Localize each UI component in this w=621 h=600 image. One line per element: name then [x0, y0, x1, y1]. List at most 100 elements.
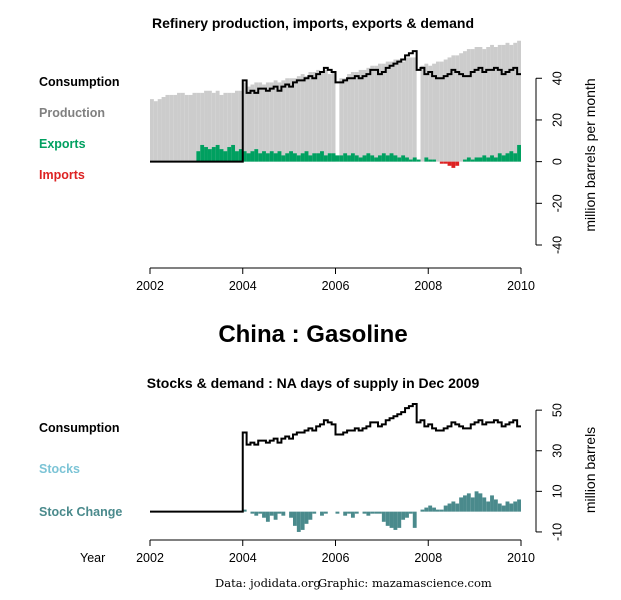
production-bar [200, 92, 205, 162]
production-bar [381, 63, 386, 162]
stock-change-bar [497, 503, 502, 512]
y-tick-label: 10 [550, 484, 564, 498]
export-bar [246, 153, 251, 162]
production-bar [165, 94, 170, 162]
production-bar [517, 40, 521, 162]
production-bar [370, 65, 375, 162]
production-bar [296, 76, 301, 162]
export-bar [219, 149, 224, 162]
production-bar [459, 53, 464, 162]
export-bar [300, 153, 305, 162]
production-bar [223, 92, 228, 162]
legend-imports: Imports [39, 168, 85, 182]
production-bar [246, 86, 251, 162]
export-bar [478, 157, 483, 162]
stock-change-bar [466, 493, 471, 512]
export-bar [385, 155, 390, 162]
production-bar [281, 80, 286, 162]
production-bar [420, 65, 425, 162]
export-bar [242, 151, 247, 162]
export-bar [412, 157, 417, 162]
stock-change-bar [273, 511, 278, 520]
stock-change-bar [397, 511, 402, 528]
export-bar [312, 153, 317, 162]
export-bar [354, 155, 359, 162]
production-bar [347, 74, 351, 162]
production-bar [343, 78, 348, 162]
export-bar [455, 161, 460, 166]
export-bar [362, 155, 367, 162]
production-bar [157, 99, 162, 162]
production-bar [374, 65, 379, 162]
production-bar [463, 51, 467, 162]
production-bar [204, 90, 208, 162]
production-bar [401, 61, 406, 162]
production-bar [513, 42, 518, 162]
stock-change-bar [258, 511, 263, 514]
production-bar [292, 78, 297, 162]
production-bar [354, 72, 359, 162]
export-bars [196, 144, 521, 168]
stock-change-bar [486, 501, 491, 512]
export-bar [308, 155, 313, 162]
stock-change-bar [517, 499, 521, 512]
stock-change-bar [254, 511, 259, 516]
y-tick-label: 0 [550, 158, 564, 165]
export-bar [281, 155, 286, 162]
legend-consumption-bottom: Consumption [39, 421, 120, 435]
production-bar [169, 94, 174, 162]
top-y-axis-label: million barrels per month [582, 78, 598, 231]
production-bar [486, 47, 491, 162]
production-bar [184, 94, 189, 162]
production-bar [366, 67, 371, 162]
export-bar [401, 155, 406, 162]
production-bar [455, 55, 460, 162]
export-bar [505, 153, 510, 162]
export-bar [378, 155, 382, 162]
production-bar [493, 47, 498, 162]
production-bar [358, 69, 363, 162]
export-bar [250, 151, 255, 162]
stock-change-bar [281, 511, 286, 516]
production-bar [393, 59, 398, 162]
production-bar [308, 72, 313, 162]
production-bar [327, 74, 332, 162]
production-bar [177, 92, 181, 162]
stock-change-bar [443, 505, 448, 512]
export-bar [327, 153, 332, 162]
export-bar [439, 161, 444, 164]
export-bar [335, 155, 340, 162]
stock-change-bar [374, 511, 379, 514]
production-bar [323, 69, 328, 162]
stock-change-bar [354, 511, 359, 514]
production-bar [490, 44, 494, 162]
stock-change-bar [242, 509, 247, 512]
stock-change-bar [455, 503, 460, 512]
stock-change-bar [408, 511, 413, 514]
export-bar [235, 151, 239, 162]
export-bar [223, 151, 228, 162]
production-bar [443, 59, 448, 162]
stock-change-bar [389, 511, 394, 528]
bottom-chart-title: Stocks & demand : NA days of supply in D… [147, 375, 480, 391]
y-tick-label: -10 [550, 523, 564, 541]
legend-consumption-top: Consumption [39, 75, 120, 89]
x-tick-label: 2002 [136, 551, 164, 565]
export-bar [350, 153, 355, 162]
legend-stock-change: Stock Change [39, 505, 122, 519]
stock-change-bar [405, 511, 409, 518]
export-bar [513, 153, 518, 162]
x-tick-label: 2010 [507, 279, 535, 293]
export-bar [466, 157, 471, 162]
stock-change-bar [513, 501, 518, 512]
stock-change-bar [435, 509, 440, 512]
production-bar [161, 97, 166, 162]
x-tick-label: 2008 [414, 551, 442, 565]
stock-change-bar [412, 511, 417, 528]
stock-change-bar [385, 511, 390, 526]
production-bar [215, 90, 220, 162]
production-bar [262, 84, 266, 162]
export-bar [370, 155, 375, 162]
stock-change-bar [420, 509, 425, 512]
production-bar [254, 82, 259, 162]
